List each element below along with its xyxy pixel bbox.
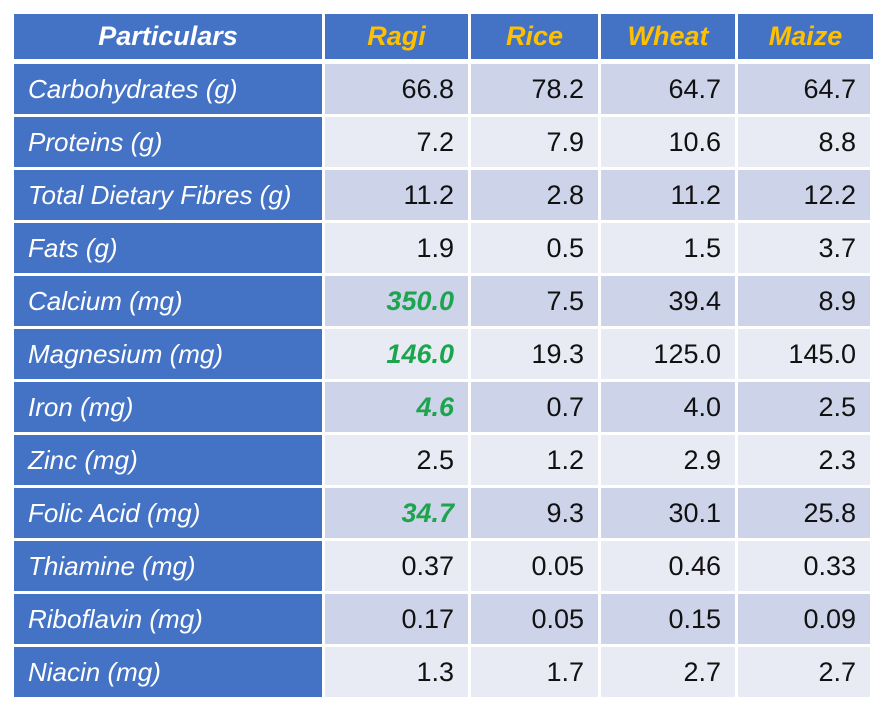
rice-value-cell: 7.5 bbox=[471, 276, 601, 329]
wheat-value-cell: 10.6 bbox=[601, 117, 738, 170]
maize-value-cell: 145.0 bbox=[738, 329, 873, 382]
row-label: Thiamine (mg) bbox=[14, 541, 325, 594]
ragi-value-cell: 34.7 bbox=[325, 488, 471, 541]
table-row: Total Dietary Fibres (g) 11.2 2.8 11.2 12.2 bbox=[14, 170, 873, 223]
wheat-value-cell: 11.2 bbox=[601, 170, 738, 223]
ragi-value-cell: 1.3 bbox=[325, 647, 471, 700]
column-header-particulars: Particulars bbox=[14, 14, 325, 64]
table-row: Iron (mg) 4.6 0.7 4.0 2.5 bbox=[14, 382, 873, 435]
maize-value-cell: 3.7 bbox=[738, 223, 873, 276]
wheat-value-cell: 0.15 bbox=[601, 594, 738, 647]
ragi-value-cell: 146.0 bbox=[325, 329, 471, 382]
table-row: Magnesium (mg) 146.0 19.3 125.0 145.0 bbox=[14, 329, 873, 382]
wheat-value-cell: 0.46 bbox=[601, 541, 738, 594]
row-label: Calcium (mg) bbox=[14, 276, 325, 329]
rice-value-cell: 1.2 bbox=[471, 435, 601, 488]
rice-value-cell: 2.8 bbox=[471, 170, 601, 223]
table-row: Proteins (g) 7.2 7.9 10.6 8.8 bbox=[14, 117, 873, 170]
row-label: Niacin (mg) bbox=[14, 647, 325, 700]
ragi-value-cell: 7.2 bbox=[325, 117, 471, 170]
table-body: Carbohydrates (g) 66.8 78.2 64.7 64.7 Protein… bbox=[14, 64, 873, 700]
wheat-value-cell: 125.0 bbox=[601, 329, 738, 382]
column-header-wheat: Wheat bbox=[601, 14, 738, 64]
rice-value-cell: 7.9 bbox=[471, 117, 601, 170]
wheat-value-cell: 39.4 bbox=[601, 276, 738, 329]
ragi-value-cell: 0.37 bbox=[325, 541, 471, 594]
row-label: Folic Acid (mg) bbox=[14, 488, 325, 541]
table-row: Niacin (mg) 1.3 1.7 2.7 2.7 bbox=[14, 647, 873, 700]
rice-value-cell: 9.3 bbox=[471, 488, 601, 541]
maize-value-cell: 64.7 bbox=[738, 64, 873, 117]
row-label: Fats (g) bbox=[14, 223, 325, 276]
ragi-value-cell: 350.0 bbox=[325, 276, 471, 329]
maize-value-cell: 12.2 bbox=[738, 170, 873, 223]
ragi-value-cell: 11.2 bbox=[325, 170, 471, 223]
rice-value-cell: 78.2 bbox=[471, 64, 601, 117]
rice-value-cell: 0.05 bbox=[471, 541, 601, 594]
maize-value-cell: 2.3 bbox=[738, 435, 873, 488]
row-label: Carbohydrates (g) bbox=[14, 64, 325, 117]
row-label: Zinc (mg) bbox=[14, 435, 325, 488]
ragi-value-cell: 0.17 bbox=[325, 594, 471, 647]
table-row: Zinc (mg) 2.5 1.2 2.9 2.3 bbox=[14, 435, 873, 488]
header-row: Particulars Ragi Rice Wheat Maize bbox=[14, 14, 873, 64]
table-row: Thiamine (mg) 0.37 0.05 0.46 0.33 bbox=[14, 541, 873, 594]
ragi-value-cell: 66.8 bbox=[325, 64, 471, 117]
ragi-value-cell: 4.6 bbox=[325, 382, 471, 435]
table-row: Calcium (mg) 350.0 7.5 39.4 8.9 bbox=[14, 276, 873, 329]
maize-value-cell: 8.8 bbox=[738, 117, 873, 170]
column-header-maize: Maize bbox=[738, 14, 873, 64]
rice-value-cell: 1.7 bbox=[471, 647, 601, 700]
maize-value-cell: 2.7 bbox=[738, 647, 873, 700]
rice-value-cell: 0.05 bbox=[471, 594, 601, 647]
maize-value-cell: 8.9 bbox=[738, 276, 873, 329]
rice-value-cell: 0.7 bbox=[471, 382, 601, 435]
maize-value-cell: 0.33 bbox=[738, 541, 873, 594]
row-label: Riboflavin (mg) bbox=[14, 594, 325, 647]
rice-value-cell: 19.3 bbox=[471, 329, 601, 382]
ragi-value-cell: 2.5 bbox=[325, 435, 471, 488]
nutrition-comparison-table: Particulars Ragi Rice Wheat Maize Carboh… bbox=[14, 14, 873, 700]
table-row: Folic Acid (mg) 34.7 9.3 30.1 25.8 bbox=[14, 488, 873, 541]
rice-value-cell: 0.5 bbox=[471, 223, 601, 276]
maize-value-cell: 2.5 bbox=[738, 382, 873, 435]
wheat-value-cell: 1.5 bbox=[601, 223, 738, 276]
wheat-value-cell: 2.9 bbox=[601, 435, 738, 488]
wheat-value-cell: 64.7 bbox=[601, 64, 738, 117]
ragi-value-cell: 1.9 bbox=[325, 223, 471, 276]
column-header-rice: Rice bbox=[471, 14, 601, 64]
row-label: Magnesium (mg) bbox=[14, 329, 325, 382]
table-row: Carbohydrates (g) 66.8 78.2 64.7 64.7 bbox=[14, 64, 873, 117]
row-label: Iron (mg) bbox=[14, 382, 325, 435]
column-header-ragi: Ragi bbox=[325, 14, 471, 64]
wheat-value-cell: 4.0 bbox=[601, 382, 738, 435]
row-label: Total Dietary Fibres (g) bbox=[14, 170, 325, 223]
wheat-value-cell: 30.1 bbox=[601, 488, 738, 541]
table-row: Fats (g) 1.9 0.5 1.5 3.7 bbox=[14, 223, 873, 276]
maize-value-cell: 0.09 bbox=[738, 594, 873, 647]
table-row: Riboflavin (mg) 0.17 0.05 0.15 0.09 bbox=[14, 594, 873, 647]
row-label: Proteins (g) bbox=[14, 117, 325, 170]
wheat-value-cell: 2.7 bbox=[601, 647, 738, 700]
maize-value-cell: 25.8 bbox=[738, 488, 873, 541]
